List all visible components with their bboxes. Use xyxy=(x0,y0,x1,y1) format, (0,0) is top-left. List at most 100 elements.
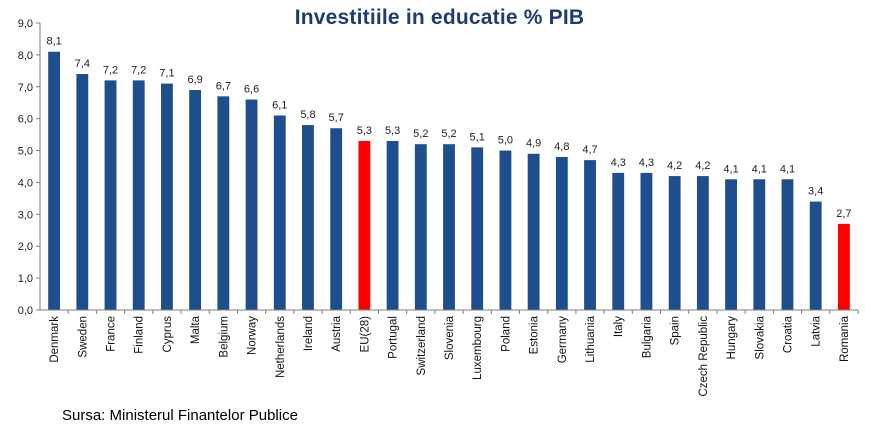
bar xyxy=(527,153,540,310)
bar xyxy=(499,150,512,310)
data-label: 4,2 xyxy=(695,160,710,172)
y-tick-label: 2,0 xyxy=(18,241,33,253)
data-label: 3,4 xyxy=(808,186,823,198)
y-tick-label: 5,0 xyxy=(18,146,33,158)
bar xyxy=(245,99,258,311)
data-label: 4,9 xyxy=(526,138,541,150)
data-label: 6,6 xyxy=(244,84,259,96)
y-tick-label: 8,0 xyxy=(18,50,33,62)
data-label: 5,2 xyxy=(413,128,428,140)
bar xyxy=(76,74,89,311)
data-label: 7,1 xyxy=(159,68,174,80)
x-tick-label: Malta xyxy=(190,315,202,344)
data-label: 4,1 xyxy=(752,163,767,175)
data-label: 7,4 xyxy=(75,58,90,70)
bar xyxy=(837,223,850,310)
x-tick-label: Slovakia xyxy=(754,315,766,359)
source-note: Sursa: Ministerul Finantelor Publice xyxy=(62,407,298,424)
data-label: 6,1 xyxy=(272,99,287,111)
bar xyxy=(443,144,455,310)
x-tick-label: Germany xyxy=(557,316,569,364)
x-tick-label: Italy xyxy=(613,316,625,337)
bar xyxy=(302,125,314,311)
bar xyxy=(809,201,822,310)
x-tick-label: Romania xyxy=(839,315,851,362)
data-label: 4,3 xyxy=(639,157,654,169)
x-tick-label: Hungary xyxy=(726,316,738,360)
bars xyxy=(48,51,850,311)
bar xyxy=(584,160,596,310)
data-label: 6,9 xyxy=(187,74,202,86)
x-tick-label: Lithuania xyxy=(585,315,597,362)
bar xyxy=(104,80,117,311)
data-label: 4,1 xyxy=(723,163,738,175)
x-tick-label: Estonia xyxy=(529,315,541,354)
x-tick-label: EU(28) xyxy=(359,316,371,353)
y-tick-label: 0,0 xyxy=(18,305,33,317)
data-label: 4,3 xyxy=(611,157,626,169)
bar xyxy=(386,140,399,310)
data-label: 7,2 xyxy=(131,64,146,76)
bar xyxy=(753,179,766,310)
x-tick-label: Croatia xyxy=(782,315,794,353)
data-label: 4,8 xyxy=(554,141,569,153)
data-label: 6,7 xyxy=(216,80,231,92)
bar xyxy=(161,83,173,310)
bar xyxy=(725,179,737,310)
data-label: 2,7 xyxy=(836,208,851,220)
data-label: 4,2 xyxy=(667,160,682,172)
x-tick-label: Slovenia xyxy=(444,315,456,360)
bar xyxy=(189,89,202,310)
data-label: 4,7 xyxy=(582,144,597,156)
x-tick-label: Portugal xyxy=(388,316,400,359)
bar xyxy=(414,144,427,310)
x-tick-label: Bulgaria xyxy=(641,315,653,358)
y-tick-label: 7,0 xyxy=(18,82,33,94)
data-label: 5,2 xyxy=(441,128,456,140)
data-label: 8,1 xyxy=(46,36,61,48)
y-tick-label: 3,0 xyxy=(18,209,33,221)
bar xyxy=(358,140,371,310)
data-label: 5,1 xyxy=(470,131,485,143)
data-labels: 8,1 7,4 7,2 7,2 7,1 6,9 6,7 6,6 6,1 5,8 5,7 5,3 5,3 5… xyxy=(46,36,851,220)
data-label: 5,8 xyxy=(300,109,315,121)
y-tick-label: 4,0 xyxy=(18,177,33,189)
x-tick-label: Denmark xyxy=(49,316,61,363)
bar xyxy=(781,179,794,310)
x-tick-label: Sweden xyxy=(77,316,89,358)
x-tick-label: Switzerland xyxy=(416,316,428,375)
x-axis: Denmark Sweden France Finland Cyprus Malta Bel… xyxy=(40,309,859,397)
y-tick-label: 6,0 xyxy=(18,114,33,126)
bar xyxy=(330,128,343,310)
bar xyxy=(132,80,145,311)
y-tick-label: 9,0 xyxy=(18,18,33,30)
bar xyxy=(273,115,286,310)
x-tick-label: Latvia xyxy=(811,315,823,346)
x-tick-label: France xyxy=(106,316,118,352)
x-tick-label: Luxembourg xyxy=(472,316,484,380)
bar xyxy=(696,176,709,310)
data-label: 5,0 xyxy=(498,135,513,147)
y-axis: 0,0 1,0 2,0 3,0 4,0 5,0 6,0 7,0 8,0 9,0 xyxy=(18,18,41,317)
bar xyxy=(471,147,484,310)
x-tick-label: Czech Republic xyxy=(698,316,710,397)
bar xyxy=(48,51,61,310)
data-label: 5,3 xyxy=(357,125,372,137)
bar xyxy=(668,176,681,310)
x-tick-label: Netherlands xyxy=(275,316,287,378)
data-label: 5,3 xyxy=(385,125,400,137)
x-tick-label: Ireland xyxy=(303,316,315,351)
x-tick-label: Poland xyxy=(500,316,512,352)
bar xyxy=(612,172,625,310)
x-tick-label: Austria xyxy=(331,315,343,351)
x-tick-label: Cyprus xyxy=(162,316,174,353)
x-tick-label: Belgium xyxy=(218,316,230,358)
bar xyxy=(555,156,568,310)
bar xyxy=(640,172,653,310)
x-tick-label: Spain xyxy=(670,316,682,345)
x-tick-label: Finland xyxy=(134,316,146,354)
chart-title: Investitiile in educatie % PIB xyxy=(294,6,585,29)
y-tick-label: 1,0 xyxy=(18,273,33,285)
data-label: 5,7 xyxy=(329,112,344,124)
data-label: 4,1 xyxy=(780,163,795,175)
